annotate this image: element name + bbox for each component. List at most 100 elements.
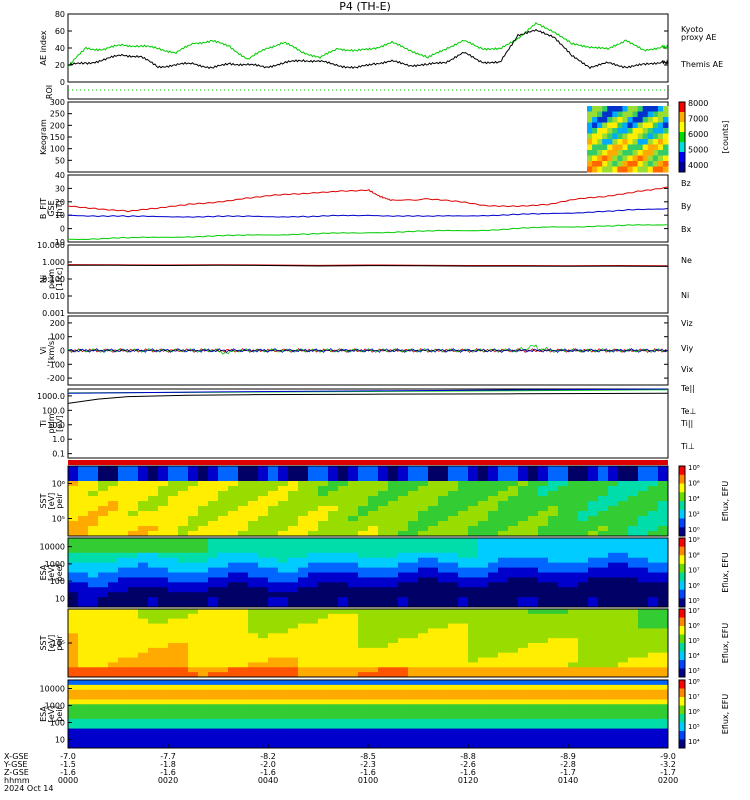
esa_e-cell: [318, 572, 329, 578]
bfield-ylabel-1: GSE: [47, 200, 56, 216]
esa_e-cell: [438, 602, 449, 608]
esa_i-cell: [528, 694, 539, 700]
sst_i-cell: [248, 657, 259, 663]
keogram-cell: [637, 128, 644, 134]
esa_i-cell: [88, 689, 99, 696]
esa_e-cell: [518, 547, 529, 554]
esa_e-cell: [168, 547, 179, 554]
esa_e-cell: [288, 562, 299, 569]
sst_i-cell: [98, 662, 109, 668]
sst_i-cell: [368, 633, 379, 639]
esa_i-cell: [208, 738, 219, 744]
esa_e-cell: [538, 542, 549, 549]
esa_i-cell: [288, 714, 299, 720]
esa_i-cell: [648, 704, 659, 710]
esa_e-cell: [618, 538, 629, 544]
esa_i-cell: [628, 704, 639, 710]
esa_i-colorbar-band: [679, 739, 685, 749]
esa_i-cell: [608, 694, 619, 700]
esa_e-cell: [588, 538, 599, 544]
sst_e-cell: [278, 516, 289, 522]
esa_e-cell: [218, 572, 229, 578]
sst_e-cell: [148, 496, 159, 502]
sst_i-cell: [378, 623, 389, 629]
esa_i-cell: [418, 714, 429, 720]
sst_e-cell: [608, 516, 619, 522]
esa_i-cell: [188, 714, 199, 720]
sst_e-cell: [658, 501, 669, 507]
sst_e-cell: [618, 476, 629, 482]
sst_i-cell: [78, 633, 89, 639]
sst_i-cell: [468, 628, 479, 634]
sst_i-cell: [278, 618, 289, 625]
esa_i-cell: [648, 743, 659, 749]
sst_i-cell: [358, 662, 369, 668]
sst_i-ytick-label: 10⁵: [52, 639, 65, 648]
sst_i-cell: [648, 633, 659, 639]
sst_e-cell: [118, 486, 129, 492]
sst_e-cell: [478, 491, 489, 497]
sst_i-cell: [248, 623, 259, 629]
keogram-cell: [657, 128, 664, 134]
sst_e-cell: [518, 481, 529, 487]
xaxis-tick-label-5-0: -8.9: [560, 752, 576, 761]
esa_e-cell: [88, 562, 99, 569]
sst_i-cell: [248, 652, 259, 659]
sst_i-cell: [178, 633, 189, 639]
esa_e-cell: [128, 562, 139, 569]
esa_i-cell: [68, 718, 79, 725]
esa_i-cell: [558, 714, 569, 720]
sst_e-colorbar-band: [679, 527, 685, 537]
esa_i-cell: [328, 728, 339, 734]
sst_i-cell: [78, 657, 89, 663]
sst_e-cell: [168, 511, 179, 517]
sst_e-cell: [178, 481, 189, 487]
esa_e-cell: [428, 567, 439, 573]
keogram-cell: [587, 144, 593, 151]
density-legend-Ni: Ni: [681, 291, 689, 300]
sst_e-cell: [128, 486, 139, 492]
temperature-ytick-label: 100.0: [42, 406, 65, 415]
esa_e-cell: [248, 542, 259, 549]
esa_i-cell: [108, 709, 119, 715]
esa_e-cell: [238, 582, 249, 588]
xaxis-tick-label-3-2: -1.6: [360, 768, 376, 777]
keogram-cell: [647, 155, 654, 162]
esa_i-cell: [258, 738, 269, 744]
esa_i-cell: [278, 694, 289, 700]
esa_e-cell: [448, 538, 459, 544]
esa_e-cell: [508, 572, 519, 578]
sst_i-cell: [118, 652, 129, 659]
esa_e-cell: [348, 557, 359, 564]
esa_e-cell: [428, 582, 439, 588]
esa_e-cell: [468, 592, 479, 598]
sst_e-cell: [258, 511, 269, 517]
sst_i-cell: [148, 647, 159, 654]
sst_e-cell: [588, 481, 599, 487]
esa_i-cell: [618, 718, 629, 725]
esa_i-cell: [368, 684, 379, 691]
esa_i-cell: [288, 704, 299, 710]
esa_e-cell: [158, 587, 169, 593]
sst_e-cell: [128, 466, 139, 472]
esa_e-cell: [358, 592, 369, 598]
sst_i-cell: [458, 667, 469, 673]
esa_e-cell: [218, 592, 229, 598]
sst_i-cell: [168, 667, 179, 673]
esa_i-cell: [638, 684, 649, 691]
esa_i-cell: [508, 680, 519, 686]
sst_e-cell: [398, 531, 409, 537]
sst_i-cell: [588, 647, 599, 654]
esa_e-cell: [638, 597, 649, 603]
sst_i-cell: [128, 672, 139, 678]
sst_e-cell: [158, 466, 169, 472]
sst_e-cell: [118, 501, 129, 507]
keogram-cell: [632, 150, 639, 156]
esa_e-cell: [578, 542, 589, 549]
esa_i-cell: [128, 704, 139, 710]
esa_e-cell: [158, 577, 169, 583]
esa_e-cell: [248, 602, 259, 608]
sst_e-cell: [558, 531, 569, 537]
sst_i-cell: [158, 628, 169, 634]
keogram-colorbar-tick: 6000: [688, 130, 708, 139]
